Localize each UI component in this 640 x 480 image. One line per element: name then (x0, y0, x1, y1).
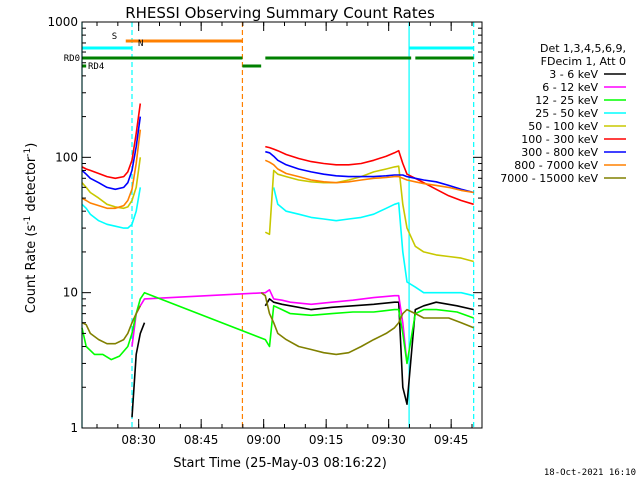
legend-label-3: 25 - 50 keV (535, 107, 598, 120)
timestamp: 18-Oct-2021 16:10 (544, 468, 636, 478)
legend-header-0: Det 1,3,4,5,6,9, (540, 42, 626, 55)
flag-bars: S N RD0 RD4 (64, 22, 475, 428)
y-tick-label-0: 1 (70, 421, 78, 435)
series-line-6 (81, 116, 474, 194)
flag-label-rd0: RD0 (64, 54, 80, 64)
y-axis-label: Count Rate (s-1 detector-1) (23, 143, 39, 314)
legend-label-7: 800 - 7000 keV (514, 159, 598, 172)
legend: Det 1,3,4,5,6,9,FDecim 1, Att 03 - 6 keV… (500, 42, 626, 185)
legend-label-1: 6 - 12 keV (542, 81, 598, 94)
series-lines (81, 103, 475, 418)
legend-label-8: 7000 - 15000 keV (500, 172, 598, 185)
y-axis-label-mid: detector (24, 156, 39, 216)
series-line-7 (81, 129, 474, 210)
legend-header-1: FDecim 1, Att 0 (541, 55, 626, 68)
y-axis-label-prefix: Count Rate (s (24, 225, 39, 314)
x-tick-label-4: 09:30 (371, 433, 406, 447)
flag-label-rd4: RD4 (88, 62, 104, 72)
y-tick-label-3: 1000 (47, 15, 78, 29)
y-axis-label-sup2: -1 (23, 148, 33, 157)
legend-label-5: 100 - 300 keV (521, 133, 598, 146)
y-axis-label-suffix: ) (24, 143, 39, 148)
y-tick-label-1: 10 (63, 286, 78, 300)
y-axis-label-sup: -1 (23, 216, 33, 225)
flag-label-n: N (138, 39, 143, 49)
x-tick-label-3: 09:15 (309, 433, 344, 447)
chart-title: RHESSI Observing Summary Count Rates (125, 4, 435, 22)
legend-label-0: 3 - 6 keV (549, 68, 598, 81)
plot-frame (81, 21, 483, 429)
x-tick-label-0: 08:30 (121, 433, 156, 447)
legend-label-2: 12 - 25 keV (535, 94, 598, 107)
flag-label-s: S (112, 32, 117, 42)
series-line-2 (81, 291, 474, 365)
legend-label-6: 300 - 800 keV (521, 146, 598, 159)
x-axis-label: Start Time (25-May-03 08:16:22) (173, 456, 387, 471)
y-tick-label-2: 100 (55, 150, 78, 164)
series-line-1 (131, 289, 408, 364)
legend-label-4: 50 - 100 keV (528, 120, 598, 133)
axes: 1 10 100 1000 08:30 08:45 09:00 09:15 09:30 09:45 (47, 15, 483, 447)
x-tick-label-2: 09:00 (246, 433, 281, 447)
x-tick-label-5: 09:45 (434, 433, 469, 447)
series-line-8 (81, 292, 475, 356)
series-line-3 (81, 187, 474, 297)
series-line-0 (131, 298, 474, 418)
x-tick-label-1: 08:45 (184, 433, 219, 447)
series-line-4 (81, 157, 474, 263)
